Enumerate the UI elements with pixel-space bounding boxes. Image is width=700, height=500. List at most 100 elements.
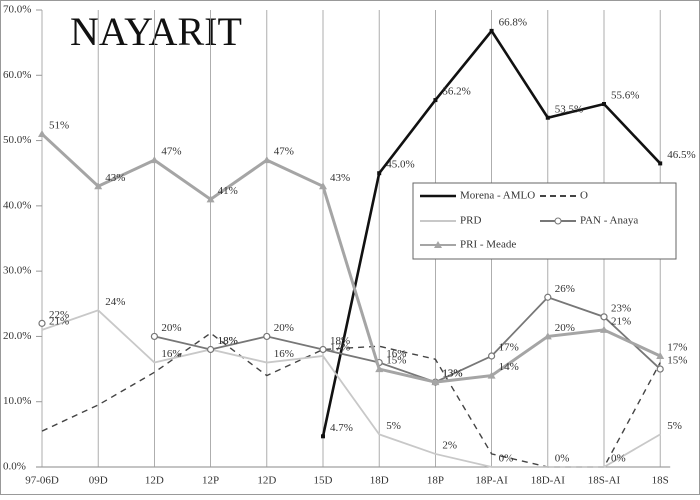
data-label: 14% xyxy=(499,361,519,373)
data-label: 16% xyxy=(274,348,294,360)
marker xyxy=(543,332,552,340)
data-label: 46.5% xyxy=(667,149,695,161)
data-label: 0% xyxy=(499,453,514,465)
x-tick-label: 18D-AI xyxy=(531,475,566,487)
marker xyxy=(433,98,438,103)
data-label: 56.2% xyxy=(442,86,470,98)
legend-label: PRI - Meade xyxy=(460,239,516,251)
data-label: 43% xyxy=(105,172,125,184)
legend-marker xyxy=(554,217,562,225)
marker xyxy=(658,161,663,166)
marker xyxy=(263,332,271,341)
marker xyxy=(375,365,384,373)
data-label: 15% xyxy=(667,355,687,367)
marker xyxy=(488,352,496,360)
marker xyxy=(602,102,606,107)
data-label: 13% xyxy=(442,368,462,380)
marker xyxy=(656,365,664,373)
data-label: 20% xyxy=(274,322,294,334)
legend-label: PRD xyxy=(460,215,481,227)
marker xyxy=(487,371,496,379)
data-label: 15% xyxy=(386,355,406,367)
legend: Morena - AMLO O PRD PAN - Anaya PRI - Meade xyxy=(412,182,677,260)
x-tick-label: 12P xyxy=(202,475,219,487)
y-tick-label: 40.0% xyxy=(3,199,31,211)
data-label: 0% xyxy=(611,453,626,465)
marker xyxy=(150,332,158,341)
data-label: 18% xyxy=(330,335,350,347)
marker xyxy=(656,352,665,360)
y-tick-label: 20.0% xyxy=(3,330,31,342)
y-tick-label: 50.0% xyxy=(3,134,31,146)
y-tick-label: 70.0% xyxy=(3,4,31,16)
data-label: 55.6% xyxy=(611,90,639,102)
marker xyxy=(321,434,325,439)
data-label: 16% xyxy=(161,348,181,360)
data-label: 22% xyxy=(49,309,69,321)
marker xyxy=(319,345,327,354)
x-tick-label: 18D xyxy=(370,475,389,487)
data-label: 17% xyxy=(330,342,350,354)
y-tick-label: 10.0% xyxy=(3,395,31,407)
data-label: 0% xyxy=(555,453,570,465)
chart-title: NAYARIT xyxy=(70,9,242,54)
x-tick-label: 15D xyxy=(314,475,333,487)
x-tick-label: 12D xyxy=(257,475,276,487)
data-label: 18% xyxy=(218,335,238,347)
y-tick-label: 30.0% xyxy=(3,265,31,277)
data-label: 53.5% xyxy=(555,103,583,115)
data-label: 4.7% xyxy=(330,422,353,434)
data-label: 16% xyxy=(386,348,406,360)
legend-marker xyxy=(434,241,442,248)
data-label: 20% xyxy=(161,322,181,334)
marker xyxy=(262,156,271,164)
legend-label: O xyxy=(580,190,588,202)
data-label: 41% xyxy=(218,185,238,197)
x-tick-label: 18P-AI xyxy=(475,475,508,487)
data-label: 43% xyxy=(330,172,350,184)
data-label: 45.0% xyxy=(386,159,414,171)
data-label: 51% xyxy=(49,120,69,132)
data-label: 24% xyxy=(105,296,125,308)
series-line xyxy=(154,296,661,384)
y-tick-label: 60.0% xyxy=(3,69,31,81)
marker xyxy=(319,182,327,190)
data-label: 17% xyxy=(499,342,519,354)
data-label: 26% xyxy=(555,283,575,295)
data-label: 13% xyxy=(442,368,462,380)
marker xyxy=(489,28,494,33)
data-label: 21% xyxy=(49,315,69,327)
marker xyxy=(545,115,550,120)
y-tick-label: 0.0% xyxy=(3,461,26,473)
marker xyxy=(207,345,215,354)
legend-label: Morena - AMLO xyxy=(460,190,535,202)
marker xyxy=(544,293,552,301)
marker xyxy=(38,130,46,138)
data-label: 66.8% xyxy=(499,16,527,28)
legend-label: PAN - Anaya xyxy=(580,215,638,227)
marker xyxy=(38,319,46,327)
marker xyxy=(431,378,440,386)
x-tick-label: 09D xyxy=(89,475,108,487)
x-tick-label: 18S xyxy=(652,475,669,487)
marker xyxy=(94,182,103,190)
data-label: 47% xyxy=(274,146,294,158)
x-tick-label: 12D xyxy=(145,475,164,487)
data-label: 21% xyxy=(611,315,631,327)
x-tick-label: 97-06D xyxy=(25,475,59,487)
series-line xyxy=(40,132,661,384)
data-label: 2% xyxy=(442,439,457,451)
data-label: 23% xyxy=(611,302,631,314)
data-label: 47% xyxy=(161,146,181,158)
marker xyxy=(600,313,608,321)
marker xyxy=(206,195,215,203)
data-label: 5% xyxy=(386,420,401,432)
marker xyxy=(377,171,382,176)
x-tick-label: 18P xyxy=(427,475,444,487)
series-line xyxy=(41,309,661,468)
x-tick-label: 18S-AI xyxy=(588,475,621,487)
data-label: 17% xyxy=(667,342,687,354)
marker xyxy=(600,325,608,333)
